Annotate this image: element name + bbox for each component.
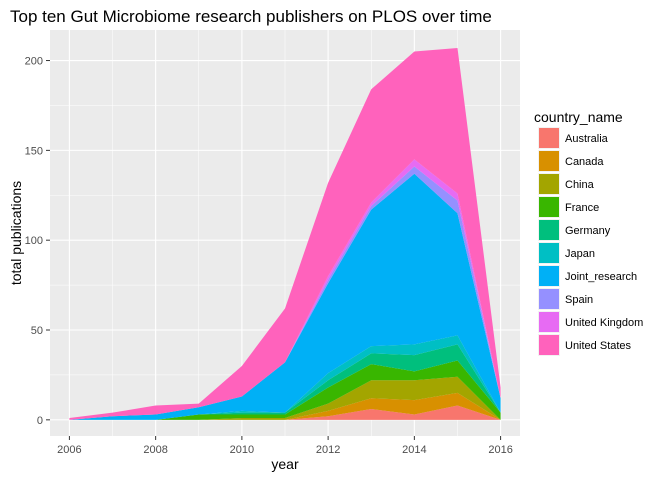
legend-swatch: [539, 220, 559, 240]
y-tick-label: 150: [25, 145, 43, 157]
legend-swatch: [539, 266, 559, 286]
legend-label: United Kingdom: [565, 317, 643, 329]
x-tick-label: 2016: [488, 444, 512, 456]
y-tick-label: 0: [37, 415, 43, 427]
legend-item-joint-research: Joint_research: [538, 265, 637, 287]
legend-item-australia: Australia: [538, 127, 609, 149]
x-tick-label: 2010: [230, 444, 254, 456]
legend-item-spain: Spain: [538, 288, 593, 310]
y-tick-label: 50: [31, 325, 43, 337]
stacked-areas: [69, 47, 501, 420]
area-united-states: [69, 47, 501, 420]
x-axis-title: year: [271, 456, 299, 472]
area-australia: [69, 405, 501, 420]
area-germany: [69, 344, 501, 420]
y-tick-label: 200: [25, 56, 43, 68]
legend-item-canada: Canada: [538, 150, 604, 172]
legend-swatch: [539, 289, 559, 309]
legend-label: Australia: [565, 133, 609, 145]
legend-label: Canada: [565, 156, 604, 168]
x-tick-label: 2008: [143, 444, 167, 456]
area-japan: [69, 335, 501, 420]
y-axis-title: total publications: [8, 181, 24, 285]
x-tick-label: 2014: [402, 444, 426, 456]
y-tick-label: 100: [25, 235, 43, 247]
legend-item-china: China: [538, 173, 595, 195]
legend-label: United States: [565, 340, 632, 352]
legend-swatch: [539, 128, 559, 148]
legend-item-japan: Japan: [538, 242, 595, 264]
legend-label: Germany: [565, 225, 611, 237]
x-axis: 2006 2008 2010 2012 2014 2016: [57, 436, 513, 456]
legend-label: Japan: [565, 248, 595, 260]
chart-title: Top ten Gut Microbiome research publishe…: [10, 7, 492, 26]
legend-items: Australia Canada China France Germany Japan Jo…: [538, 127, 643, 356]
legend-item-united-kingdom: United Kingdom: [538, 311, 643, 333]
legend-swatch: [539, 197, 559, 217]
area-china: [69, 376, 501, 420]
legend-swatch: [539, 243, 559, 263]
legend-item-france: France: [538, 196, 599, 218]
legend-label: Spain: [565, 294, 593, 306]
legend-swatch: [539, 174, 559, 194]
x-tick-label: 2006: [57, 444, 81, 456]
area-canada: [69, 392, 501, 420]
legend-swatch: [539, 312, 559, 332]
legend-swatch: [539, 151, 559, 171]
legend-label: France: [565, 202, 599, 214]
x-tick-label: 2012: [316, 444, 340, 456]
area-joint-research: [69, 173, 501, 420]
legend-title: country_name: [534, 109, 623, 125]
legend-item-united-states: United States: [538, 334, 632, 356]
y-axis: 0 50 100 150 200: [25, 56, 50, 427]
legend-item-germany: Germany: [538, 219, 611, 241]
legend-swatch: [539, 335, 559, 355]
legend: country_name Australia Canada China France G…: [534, 109, 643, 356]
area-france: [69, 360, 501, 420]
legend-label: Joint_research: [565, 271, 637, 283]
legend-label: China: [565, 179, 595, 191]
